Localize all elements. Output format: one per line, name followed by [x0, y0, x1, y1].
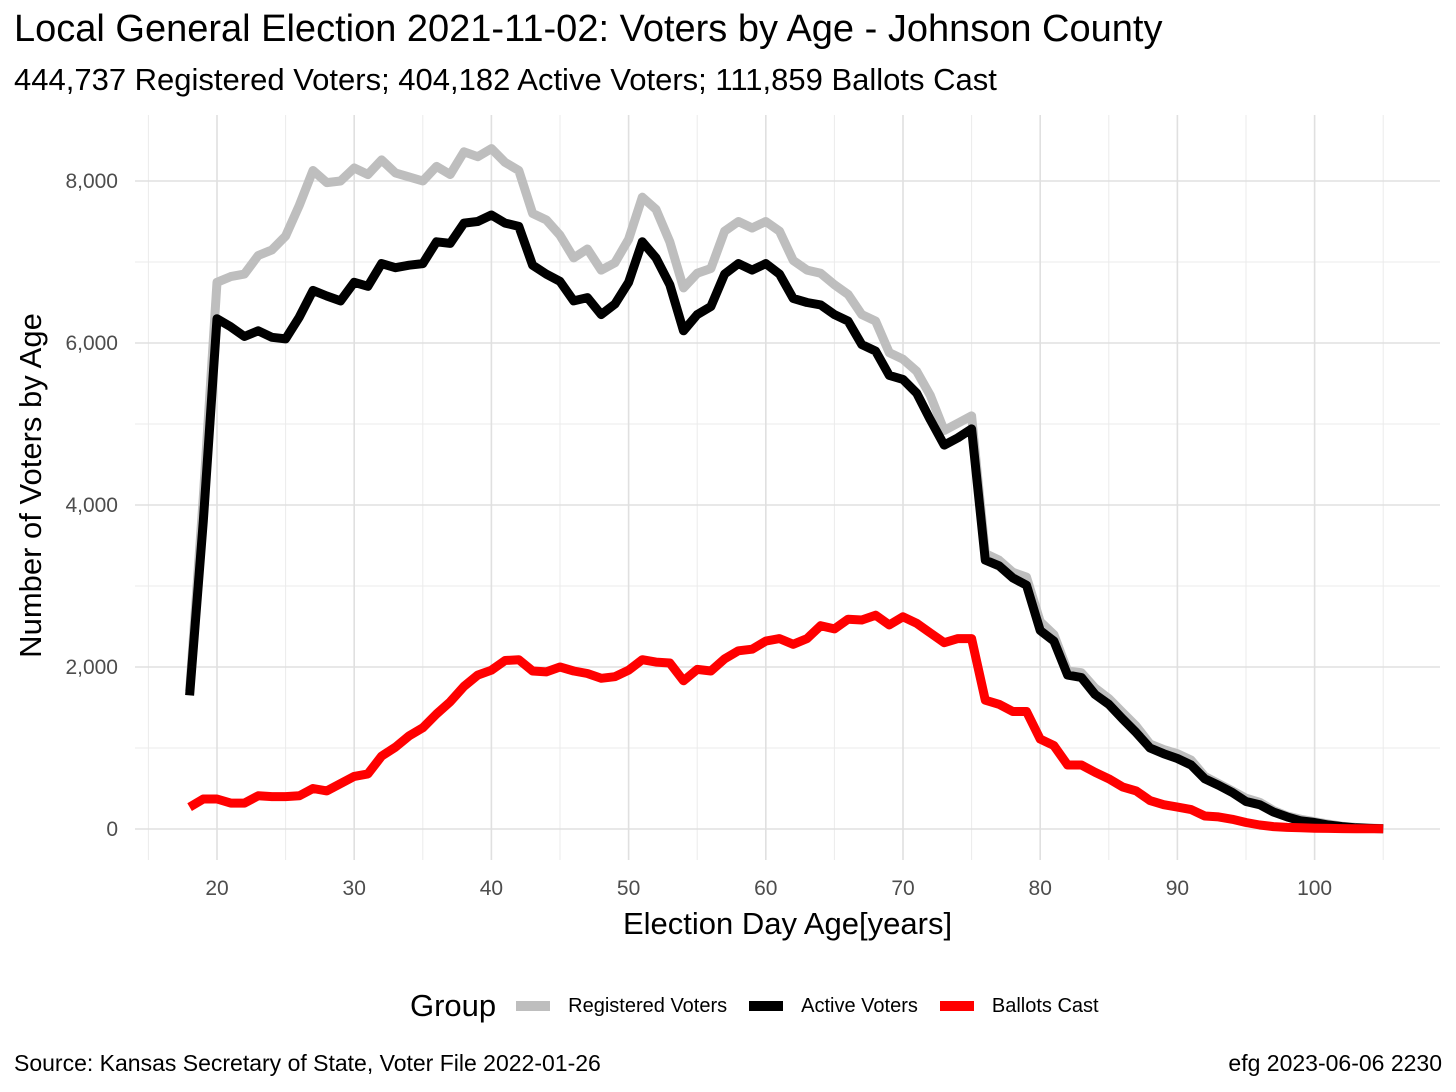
- series-lines: [185, 144, 1384, 834]
- x-tick-label: 100: [1297, 877, 1332, 900]
- x-tick-label: 40: [480, 877, 503, 900]
- series-line-registered-voters: [185, 144, 1384, 834]
- x-tick-label: 70: [891, 877, 914, 900]
- series-line-ballots-cast: [187, 610, 1384, 834]
- legend-label-active-voters: Active Voters: [801, 994, 918, 1017]
- minor-gridlines: [135, 115, 1440, 860]
- y-tick-label: 6,000: [65, 332, 118, 355]
- y-tick-label: 4,000: [65, 494, 118, 517]
- line-chart: 0 2,000 4,000 6,000 8,000 20 30 40 50 60 70 80 90 10…: [13, 115, 1440, 941]
- y-tick-label: 0: [106, 818, 118, 841]
- x-tick-label: 50: [617, 877, 640, 900]
- legend-item-active-voters: Active Voters: [749, 995, 918, 1018]
- legend-label-ballots-cast: Ballots Cast: [991, 994, 1099, 1017]
- legend-item-ballots-cast: Ballots Cast: [939, 994, 1099, 1018]
- chart-subtitle: 444,737 Registered Voters; 404,182 Activ…: [14, 62, 997, 97]
- y-tick-label: 2,000: [65, 656, 118, 679]
- legend-label-registered-voters: Registered Voters: [568, 994, 728, 1017]
- legend-item-registered-voters: Registered Voters: [516, 995, 727, 1018]
- y-axis-title: Number of Voters by Age: [13, 313, 48, 658]
- major-gridlines: [135, 115, 1440, 860]
- series-line-active-voters: [185, 210, 1384, 834]
- x-tick-label: 90: [1166, 877, 1189, 900]
- y-tick-label: 8,000: [65, 170, 118, 193]
- x-axis-title: Election Day Age[years]: [623, 906, 952, 941]
- x-tick-label: 80: [1029, 877, 1052, 900]
- legend: Group Registered Voters Active Voters Ba…: [410, 984, 1121, 1028]
- legend-title: Group: [410, 988, 497, 1023]
- source-caption: Source: Kansas Secretary of State, Voter…: [14, 1050, 601, 1076]
- author-caption: efg 2023-06-06 2230: [1228, 1050, 1442, 1076]
- y-axis-tick-labels: 0 2,000 4,000 6,000 8,000: [65, 170, 118, 841]
- chart-title: Local General Election 2021-11-02: Voter…: [14, 8, 1163, 50]
- x-tick-label: 30: [343, 877, 366, 900]
- x-tick-label: 60: [754, 877, 777, 900]
- legend-swatch-registered-voters: [516, 1001, 551, 1011]
- legend-swatch-active-voters: [749, 1001, 784, 1011]
- x-tick-label: 20: [205, 877, 228, 900]
- legend-swatch-ballots-cast: [939, 1001, 974, 1011]
- x-axis-tick-labels: 20 30 40 50 60 70 80 90 100: [205, 877, 1332, 900]
